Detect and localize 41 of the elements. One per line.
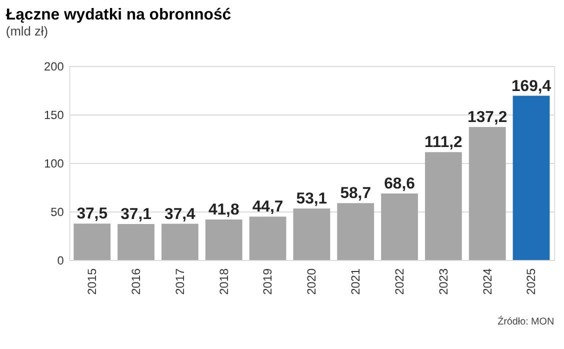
x-tick-label: 2021	[348, 268, 363, 295]
bar	[249, 216, 286, 260]
bar	[512, 96, 550, 260]
data-label: 44,7	[252, 198, 284, 216]
data-label: 137,2	[468, 109, 508, 126]
bar	[424, 152, 462, 260]
data-label: 37,1	[120, 206, 152, 224]
data-label: 58,7	[340, 185, 372, 202]
x-tick-label: 2022	[392, 268, 406, 295]
data-label: 53,1	[296, 190, 328, 208]
x-tick-label: 2025	[524, 268, 538, 295]
data-label: 41,8	[208, 202, 240, 219]
bar	[118, 224, 154, 260]
chart-subtitle: (mld zł)	[6, 23, 48, 38]
data-label: 37,4	[164, 206, 196, 223]
x-tick-label: 2017	[172, 268, 187, 295]
x-tick-label: 2015	[85, 268, 100, 295]
x-tick-label: 2018	[216, 268, 231, 295]
data-label: 169,4	[511, 78, 552, 95]
y-tick-label: 200	[44, 60, 64, 74]
x-tick-label: 2016	[128, 268, 143, 295]
chart-title: Łączne wydatki na obronność	[6, 6, 232, 24]
x-tick-label: 2019	[260, 268, 275, 295]
x-tick-label: 2020	[304, 268, 319, 295]
y-tick-label: 0	[57, 253, 64, 268]
text: Źródło: MON	[498, 315, 554, 328]
bar	[293, 208, 330, 260]
bar	[381, 193, 418, 260]
data-label: 37,5	[76, 206, 108, 223]
bar	[468, 126, 506, 260]
y-tick-label: 150	[44, 108, 64, 122]
data-label: 68,6	[384, 176, 416, 193]
bar	[74, 224, 111, 260]
x-tick-label: 2024	[480, 268, 494, 295]
bar	[205, 219, 242, 260]
data-label: 111,2	[424, 134, 463, 152]
bar	[161, 224, 198, 260]
y-tick-label: 100	[44, 156, 64, 170]
bar	[337, 203, 374, 260]
x-tick-label: 2023	[436, 268, 450, 295]
y-tick-label: 50	[50, 204, 64, 219]
